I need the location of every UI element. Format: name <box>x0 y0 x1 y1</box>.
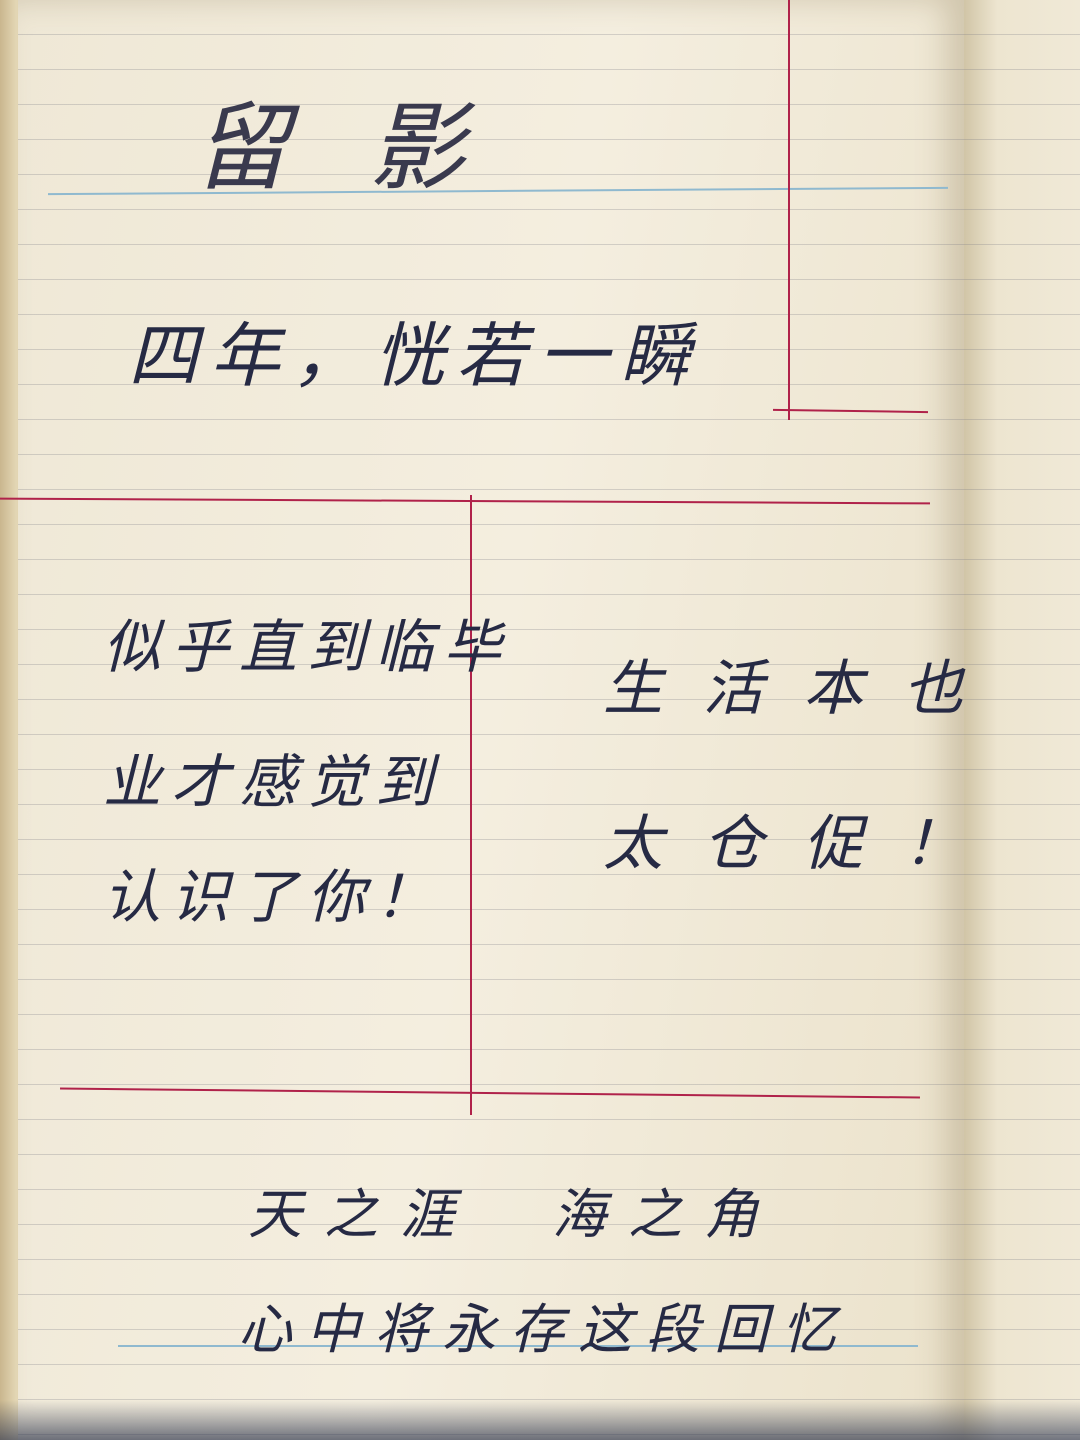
adjacent-page <box>962 0 1080 1440</box>
right-text-line-2: 太仓促！ <box>603 809 1003 879</box>
table-shadow <box>0 1400 1080 1440</box>
left-text-line-3: 认识了你！ <box>103 863 444 931</box>
top-right-box-vertical <box>788 0 790 420</box>
center-vertical-rule <box>470 495 472 1115</box>
right-text-line-1: 生活本也 <box>603 654 1003 724</box>
bottom-text-line-2: 心中将永存这段回忆 <box>238 1298 850 1361</box>
ruled-lines <box>962 0 1080 1440</box>
ruled-lines <box>18 0 964 1440</box>
notebook-page: 留影 四年，恍若一瞬 似乎直到临毕 业才感觉到 认识了你！ 生活本也 太仓促！ … <box>0 0 964 1440</box>
left-text-line-2: 业才感觉到 <box>103 748 444 816</box>
page-title: 留影 <box>193 92 545 204</box>
left-text-line-1: 似乎直到临毕 <box>103 613 512 681</box>
bottom-blue-rule <box>118 1345 918 1347</box>
bottom-text-line-1: 天之涯 海之角 <box>248 1183 780 1246</box>
headline-text: 四年，恍若一瞬 <box>128 315 702 397</box>
